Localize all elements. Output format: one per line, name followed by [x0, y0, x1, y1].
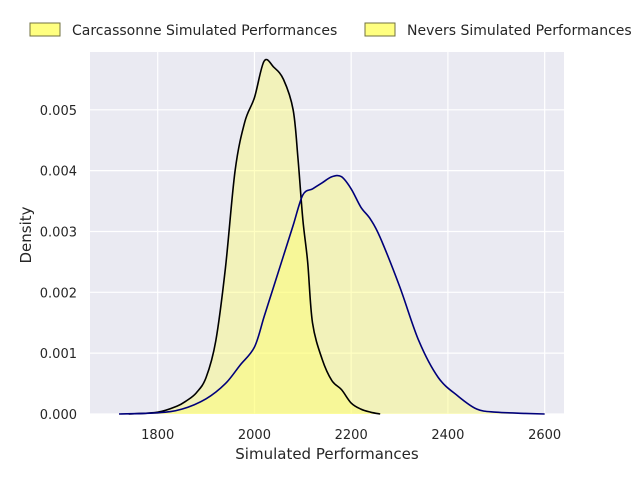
y-tick-label: 0.002: [40, 286, 77, 301]
density-line-0: [128, 58, 381, 415]
y-tick-label: 0.004: [40, 165, 77, 180]
y-axis-label: Density: [17, 206, 35, 263]
x-axis-label: Simulated Performances: [235, 445, 419, 463]
legend-patch-nevers: [364, 22, 396, 37]
x-tick-label: 2200: [335, 428, 368, 443]
x-tick-label: 2600: [528, 428, 561, 443]
density-line-1: [118, 174, 545, 415]
x-tick-labels: 1800 2000 2200 2400 2600: [141, 428, 561, 443]
x-tick-label: 2400: [431, 428, 464, 443]
density-area-0: [128, 59, 381, 415]
legend: Carcassonne Simulated Performances Never…: [29, 22, 632, 39]
density-lines: [118, 58, 545, 415]
density-fills: [119, 59, 545, 415]
density-area-1: [119, 175, 545, 414]
y-tick-label: 0.000: [40, 408, 77, 423]
legend-patch-carcassonne: [29, 22, 61, 37]
legend-label-nevers: Nevers Simulated Performances: [407, 23, 632, 39]
y-tick-labels: 0.000 0.001 0.002 0.003 0.004 0.005: [40, 104, 77, 423]
y-tick-label: 0.001: [40, 347, 77, 362]
x-tick-label: 1800: [141, 428, 174, 443]
x-tick-label: 2000: [238, 428, 271, 443]
y-tick-label: 0.003: [40, 225, 77, 240]
grid-lines: [90, 52, 564, 415]
y-tick-label: 0.005: [40, 104, 77, 119]
legend-label-carcassonne: Carcassonne Simulated Performances: [72, 23, 337, 39]
